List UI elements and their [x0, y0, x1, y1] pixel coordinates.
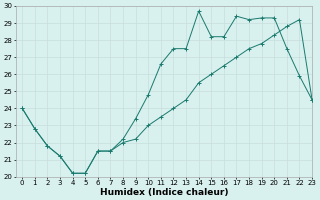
- X-axis label: Humidex (Indice chaleur): Humidex (Indice chaleur): [100, 188, 228, 197]
